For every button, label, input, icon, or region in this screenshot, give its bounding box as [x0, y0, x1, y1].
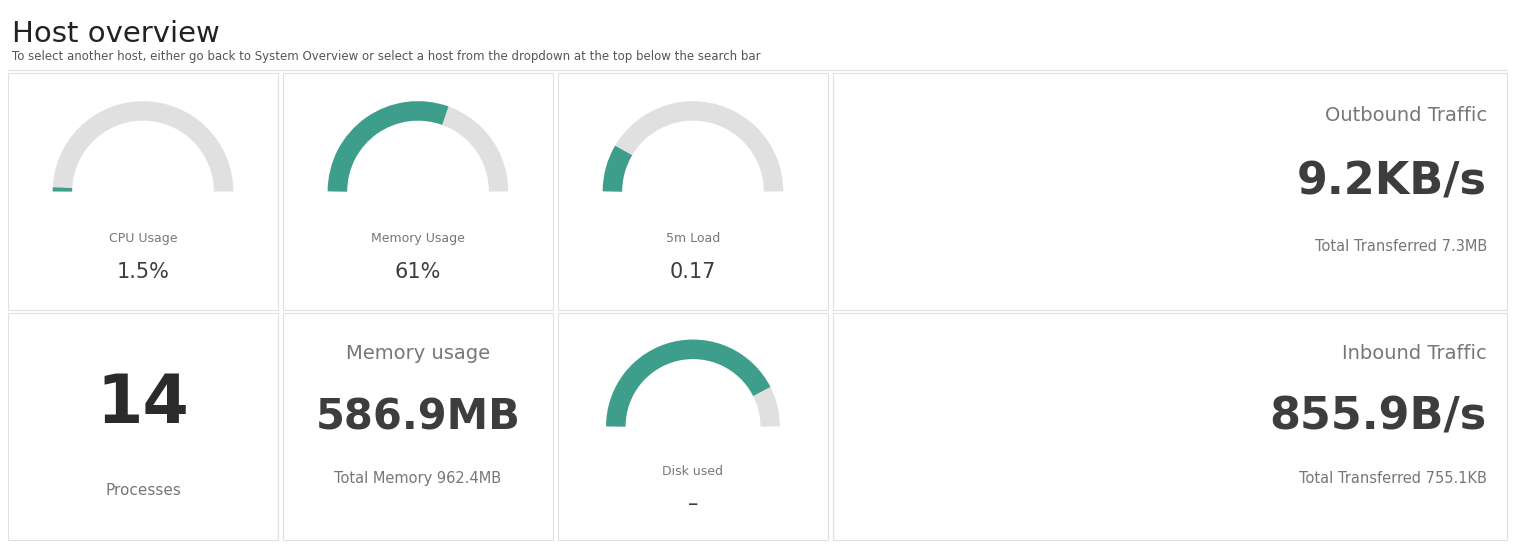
- Text: Host overview: Host overview: [12, 20, 220, 48]
- FancyBboxPatch shape: [283, 313, 553, 540]
- FancyBboxPatch shape: [558, 73, 829, 310]
- Text: 0.17: 0.17: [670, 262, 717, 282]
- Text: Total Memory 962.4MB: Total Memory 962.4MB: [335, 471, 501, 486]
- Text: Memory usage: Memory usage: [345, 345, 489, 363]
- Text: 9.2KB/s: 9.2KB/s: [1297, 160, 1488, 204]
- Text: 1.5%: 1.5%: [117, 262, 170, 282]
- Text: Total Transferred 7.3MB: Total Transferred 7.3MB: [1315, 238, 1488, 253]
- Text: 586.9MB: 586.9MB: [315, 397, 521, 439]
- FancyBboxPatch shape: [833, 73, 1507, 310]
- FancyBboxPatch shape: [558, 313, 829, 540]
- Text: 14: 14: [97, 371, 189, 437]
- Text: 61%: 61%: [395, 262, 441, 282]
- Text: Memory Usage: Memory Usage: [371, 232, 465, 246]
- FancyBboxPatch shape: [283, 73, 553, 310]
- Text: –: –: [688, 494, 698, 514]
- Text: Outbound Traffic: Outbound Traffic: [1326, 106, 1488, 125]
- FancyBboxPatch shape: [833, 313, 1507, 540]
- Text: CPU Usage: CPU Usage: [109, 232, 177, 246]
- Text: Disk used: Disk used: [662, 466, 724, 478]
- Text: 855.9B/s: 855.9B/s: [1270, 396, 1488, 439]
- Text: Inbound Traffic: Inbound Traffic: [1342, 345, 1488, 363]
- Text: Total Transferred 755.1KB: Total Transferred 755.1KB: [1300, 471, 1488, 486]
- Text: Processes: Processes: [105, 483, 180, 498]
- Text: To select another host, either go back to System Overview or select a host from : To select another host, either go back t…: [12, 50, 761, 63]
- FancyBboxPatch shape: [8, 313, 277, 540]
- Text: 5m Load: 5m Load: [667, 232, 720, 246]
- FancyBboxPatch shape: [8, 73, 277, 310]
